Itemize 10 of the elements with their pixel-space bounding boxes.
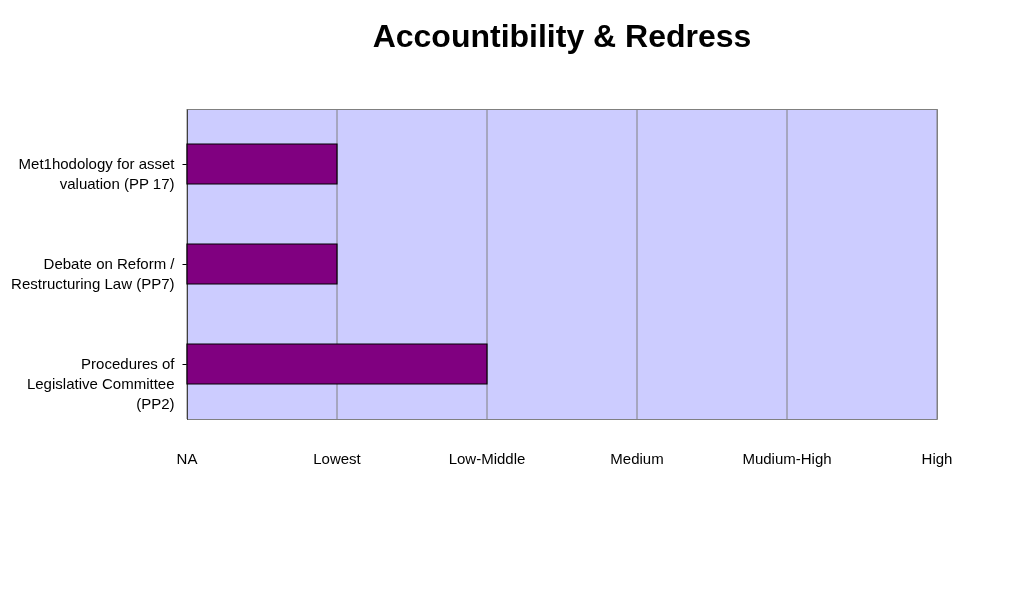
text: Accountibility & Redress (372, 17, 752, 54)
ref-line-label: Low-Middle (448, 450, 526, 467)
y-tick-label: Procedures of Legislative Committee (PP2) (26, 355, 176, 412)
y-tick-label: Met1hodology for asset valuation (PP 17) (18, 155, 176, 192)
ref-line-label: NA (176, 450, 198, 467)
ref-line-label: Mudium-High (742, 450, 832, 467)
ref-line-label: High (921, 450, 953, 467)
y-tick-label: Debate on Reform / Restructuring Law (PP7) (11, 255, 176, 292)
ref-line-label: Medium (610, 450, 664, 467)
ref-line-label: Lowest (313, 450, 362, 467)
